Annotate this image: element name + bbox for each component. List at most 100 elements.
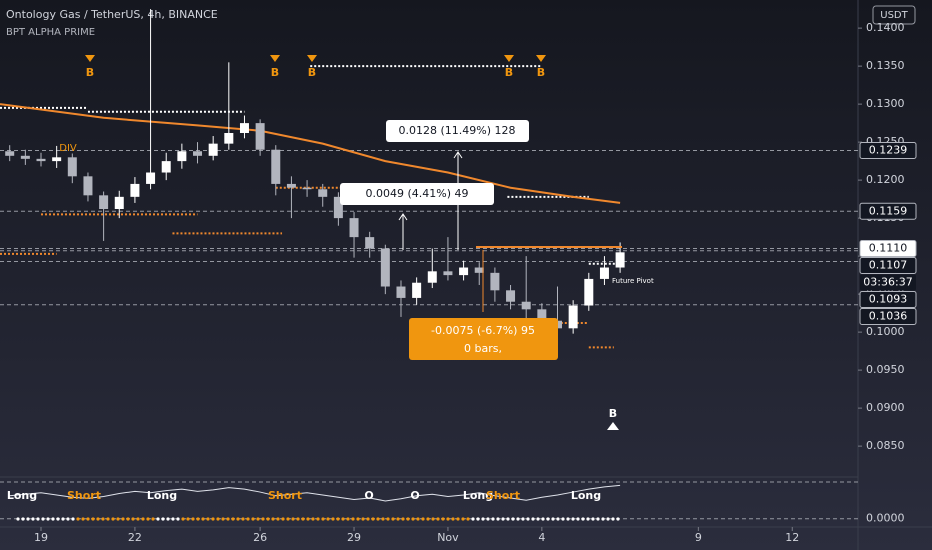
signal-dot xyxy=(206,517,210,521)
signal-dot xyxy=(506,517,510,521)
candle-body xyxy=(349,218,359,238)
candle-body xyxy=(193,151,203,156)
signal-dot xyxy=(311,517,315,521)
candle-body xyxy=(490,272,500,291)
signal-dot xyxy=(376,517,380,521)
signal-dot xyxy=(381,517,385,521)
signal-label: Long xyxy=(571,489,601,502)
indicator-line xyxy=(9,484,621,502)
signal-dot xyxy=(321,517,325,521)
signal-dot xyxy=(51,517,55,521)
marker: B xyxy=(537,66,545,79)
signal-dot xyxy=(521,517,525,521)
x-tick-label: 4 xyxy=(538,531,545,544)
candle-body xyxy=(365,237,375,249)
signal-dot xyxy=(401,517,405,521)
candle-body xyxy=(584,278,594,306)
candle-body xyxy=(333,196,343,219)
signal-dot xyxy=(211,517,215,521)
signal-dot xyxy=(431,517,435,521)
signal-dot xyxy=(616,517,620,521)
signal-dot xyxy=(461,517,465,521)
signal-dot xyxy=(471,517,475,521)
signal-dot xyxy=(516,517,520,521)
candle-body xyxy=(615,252,625,268)
signal-label: Long xyxy=(7,489,37,502)
price-label: 0.1036 xyxy=(869,310,908,323)
signal-dot xyxy=(291,517,295,521)
price-label: 0.1239 xyxy=(869,143,908,156)
signal-label: Long xyxy=(463,489,493,502)
signal-dot xyxy=(491,517,495,521)
marker-triangle xyxy=(607,422,619,430)
marker-triangle xyxy=(270,55,280,62)
pivot-label: Future Pivot xyxy=(612,277,654,285)
signal-dot xyxy=(261,517,265,521)
signal-dot xyxy=(236,517,240,521)
price-label: 03:36:37 xyxy=(863,276,912,289)
signal-dot xyxy=(371,517,375,521)
price-label-box xyxy=(859,240,917,258)
y-tick-label: 0.0900 xyxy=(866,401,905,414)
candle-body xyxy=(114,196,124,209)
candle-body xyxy=(208,143,218,156)
signal-dot xyxy=(366,517,370,521)
measure-label: 0 bars, xyxy=(464,342,502,355)
signal-dot xyxy=(86,517,90,521)
marker: B xyxy=(505,66,513,79)
signal-dot xyxy=(91,517,95,521)
candle-body xyxy=(286,183,296,188)
chart-subtitle: BPT ALPHA PRIME xyxy=(6,27,95,38)
x-tick-label: 9 xyxy=(695,531,702,544)
currency-box[interactable] xyxy=(872,5,916,25)
signal-dot xyxy=(601,517,605,521)
candle-body xyxy=(255,123,265,150)
arrow-head xyxy=(398,213,408,221)
chart-title: Ontology Gas / TetherUS, 4h, BINANCE xyxy=(6,8,218,21)
signal-dot xyxy=(476,517,480,521)
price-label: 0.1159 xyxy=(869,204,908,217)
signal-dot xyxy=(426,517,430,521)
candle-body xyxy=(537,309,547,321)
candle-body xyxy=(271,149,281,184)
marker-triangle xyxy=(307,55,317,62)
measure-label: 0.0128 (11.49%) 128 xyxy=(398,124,515,137)
signal-dot xyxy=(56,517,60,521)
signal-dot xyxy=(581,517,585,521)
candle-body xyxy=(99,195,109,209)
signal-dot xyxy=(571,517,575,521)
signal-dot xyxy=(216,517,220,521)
x-tick-label: 26 xyxy=(253,531,267,544)
signal-dot xyxy=(586,517,590,521)
signal-dot xyxy=(546,517,550,521)
currency[interactable]: USDT xyxy=(880,10,908,21)
price-label: 0.1093 xyxy=(869,293,908,306)
x-tick-label: 12 xyxy=(785,531,799,544)
signal-dot xyxy=(76,517,80,521)
signal-dot xyxy=(486,517,490,521)
signal-dot xyxy=(146,517,150,521)
signal-dot xyxy=(121,517,125,521)
candle-body xyxy=(396,286,406,298)
measure-box xyxy=(386,120,529,142)
candle-body xyxy=(318,189,328,197)
signal-dot xyxy=(201,517,205,521)
signal-dot xyxy=(186,517,190,521)
signal-dot xyxy=(271,517,275,521)
signal-dot xyxy=(246,517,250,521)
measure-box xyxy=(409,318,558,360)
signal-dot xyxy=(421,517,425,521)
signal-dot xyxy=(161,517,165,521)
marker-triangle xyxy=(536,55,546,62)
price-label-box xyxy=(860,274,916,291)
signal-dot xyxy=(356,517,360,521)
price-label-box xyxy=(859,291,917,309)
price-label-box xyxy=(859,308,917,326)
signal-dot xyxy=(611,517,615,521)
signal-dot xyxy=(36,517,40,521)
y-tick-label: 0.1000 xyxy=(866,325,905,338)
signal-dot xyxy=(196,517,200,521)
price-label-box xyxy=(859,202,917,220)
signal-dot xyxy=(191,517,195,521)
signal-dot xyxy=(141,517,145,521)
